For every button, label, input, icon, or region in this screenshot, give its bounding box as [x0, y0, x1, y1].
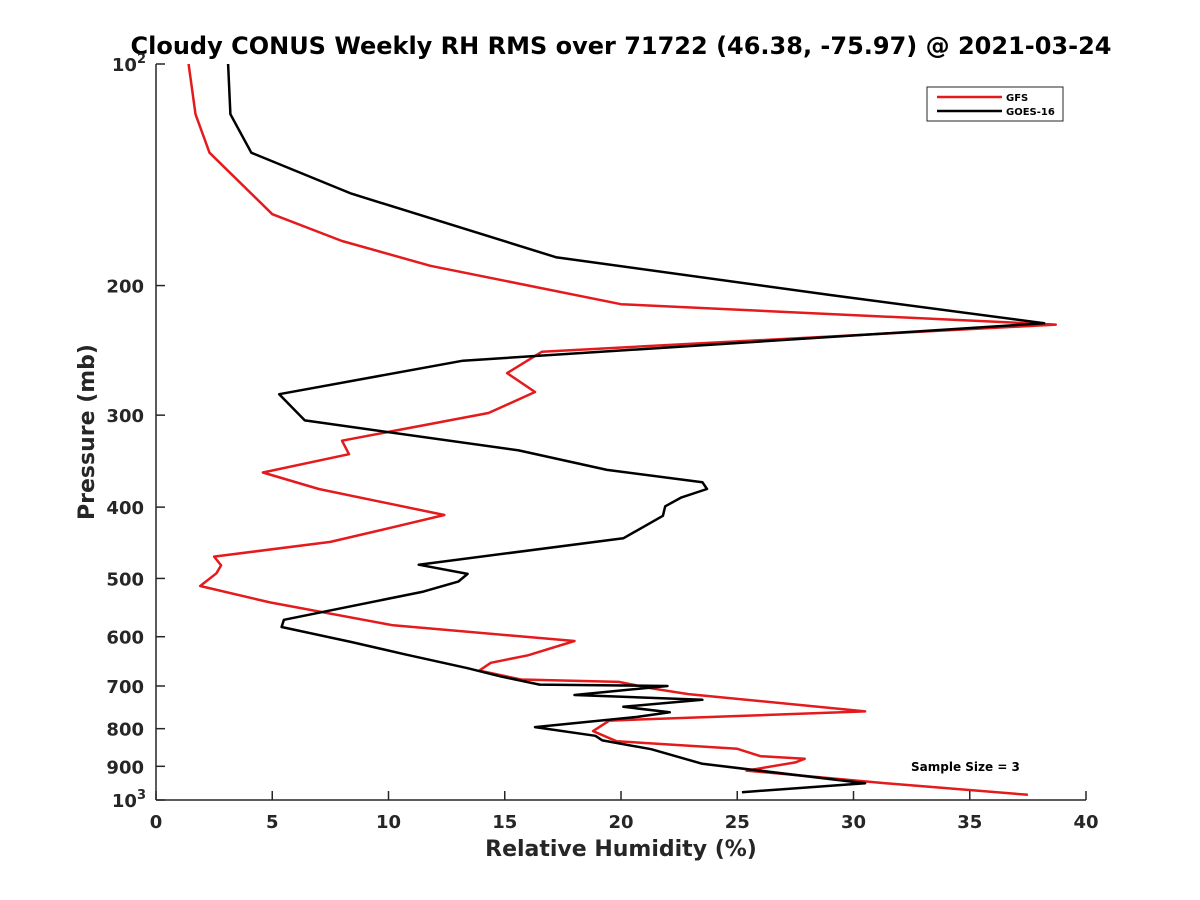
- y-tick-label: 900: [106, 757, 144, 778]
- x-tick-label: 10: [376, 812, 401, 833]
- y-tick-label: 300: [106, 406, 144, 427]
- y-tick-label: 500: [106, 569, 144, 590]
- chart-title: Cloudy CONUS Weekly RH RMS over 71722 (4…: [131, 32, 1112, 60]
- series-layer: [187, 63, 1058, 797]
- x-tick-label: 35: [957, 812, 982, 833]
- y-tick-label: 102: [112, 52, 146, 76]
- y-axis-label: Pressure (mb): [75, 344, 100, 520]
- y-ticks: 102 200 300 400 500 600 700 800 900 103: [106, 52, 165, 812]
- x-tick-label: 25: [725, 812, 750, 833]
- series-line-goes16: [226, 63, 1046, 794]
- legend-label-goes16: GOES-16: [1006, 107, 1055, 118]
- x-tick-label: 20: [608, 812, 633, 833]
- x-tick-label: 0: [150, 812, 163, 833]
- legend-box: [926, 86, 1064, 122]
- y-tick-label: 400: [106, 498, 144, 519]
- x-tick-label: 15: [492, 812, 517, 833]
- y-tick-label: 600: [106, 628, 144, 649]
- y-tick-label: 103: [112, 788, 146, 812]
- x-ticks: 0 5 10 15 20 25 30 35 40: [150, 791, 1099, 833]
- sample-size-annotation: Sample Size = 3: [911, 760, 1020, 774]
- y-tick-label: 800: [106, 720, 144, 741]
- plot-area: 0 5 10 15 20 25 30 35 40 102 200 300 400 500 600 700 80…: [106, 52, 1098, 833]
- x-axis-label: Relative Humidity (%): [485, 837, 757, 862]
- x-tick-label: 40: [1073, 812, 1098, 833]
- x-tick-label: 30: [841, 812, 866, 833]
- legend: GFS GOES-16: [926, 86, 1064, 122]
- y-tick-label: 200: [106, 277, 144, 298]
- legend-label-gfs: GFS: [1006, 93, 1028, 104]
- y-tick-label: 700: [106, 677, 144, 698]
- x-tick-label: 5: [266, 812, 279, 833]
